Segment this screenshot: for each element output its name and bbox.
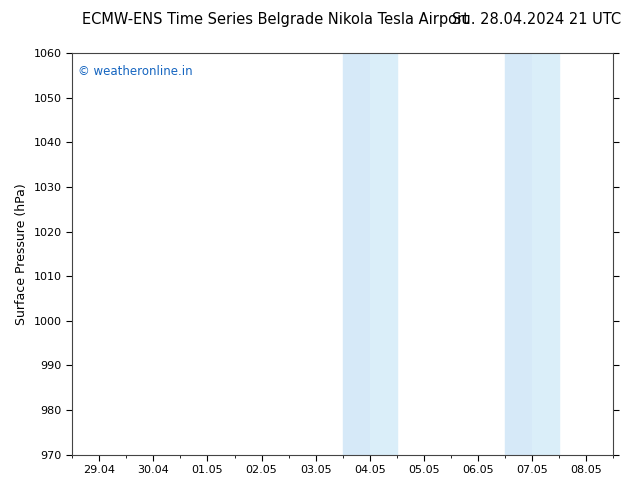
Text: ECMW-ENS Time Series Belgrade Nikola Tesla Airport: ECMW-ENS Time Series Belgrade Nikola Tes…: [82, 12, 469, 27]
Bar: [370, 53, 397, 455]
Bar: [343, 53, 370, 455]
Text: Su. 28.04.2024 21 UTC: Su. 28.04.2024 21 UTC: [452, 12, 621, 27]
Text: © weatheronline.in: © weatheronline.in: [77, 65, 192, 78]
Bar: [532, 53, 559, 455]
Bar: [505, 53, 532, 455]
Y-axis label: Surface Pressure (hPa): Surface Pressure (hPa): [15, 183, 28, 325]
